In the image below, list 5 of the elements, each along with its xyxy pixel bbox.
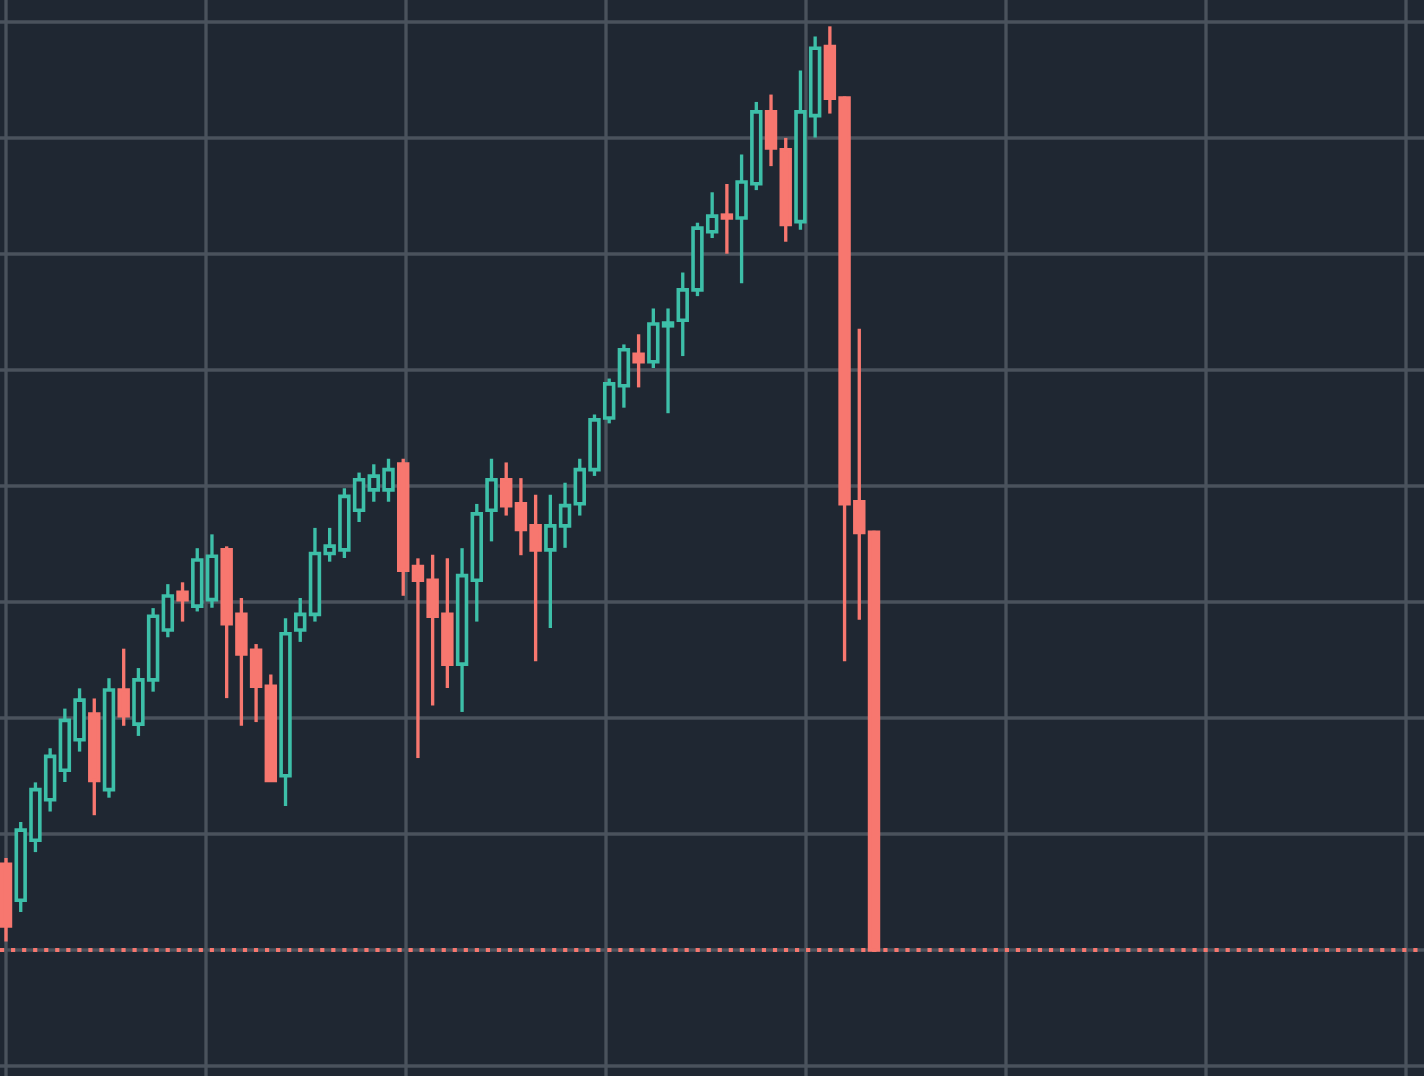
candlestick — [485, 458, 498, 542]
candlestick — [632, 334, 645, 388]
candlestick — [720, 183, 734, 254]
candlestick — [117, 648, 130, 726]
candlestick — [176, 582, 189, 622]
